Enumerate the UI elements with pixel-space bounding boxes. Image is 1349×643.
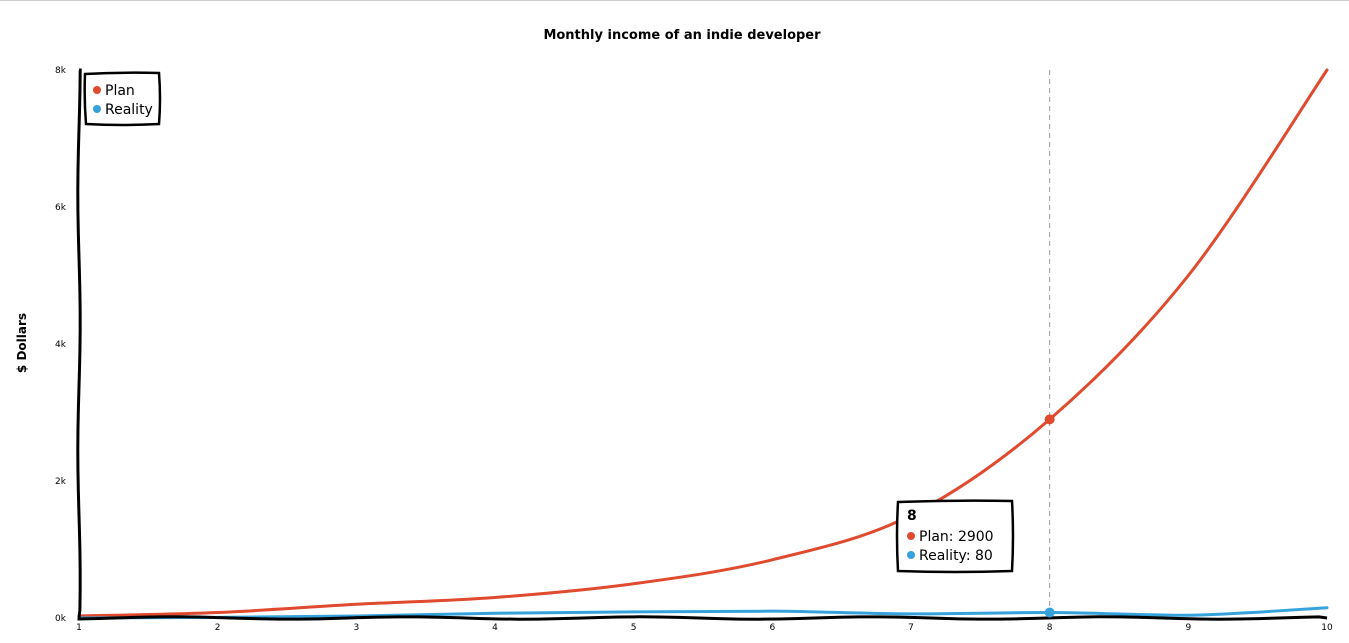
x-tick-label-4: 5 — [631, 623, 637, 633]
tooltip-plan-marker — [907, 532, 915, 540]
legend[interactable]: Plan Reality — [83, 71, 162, 127]
x-tick-label-1: 2 — [215, 623, 221, 633]
x-tick-label-3: 4 — [492, 623, 498, 633]
series-line-plan — [77, 68, 1329, 618]
y-tick-label-1: 2k — [55, 477, 67, 487]
y-tick-label-0: 0k — [55, 614, 67, 624]
x-tick-label-8: 9 — [1185, 623, 1191, 633]
x-tick-label-2: 3 — [353, 623, 359, 633]
x-tick-label-9: 10 — [1321, 623, 1333, 633]
x-tick-label-0: 1 — [76, 623, 82, 633]
hover-points — [1044, 414, 1055, 618]
y-tick-label-3: 6k — [55, 203, 67, 213]
legend-label-plan[interactable]: Plan — [105, 83, 135, 99]
x-axis-ticks: 1 2 3 4 5 6 7 8 9 10 — [76, 623, 1333, 633]
x-tick-label-7: 8 — [1047, 623, 1053, 633]
tooltip-title: 8 — [907, 508, 917, 524]
y-tick-label-4: 8k — [55, 66, 67, 76]
x-tick-label-6: 7 — [908, 623, 914, 633]
legend-marker-plan — [93, 86, 101, 94]
x-tick-label-5: 6 — [769, 623, 775, 633]
legend-box — [83, 71, 162, 127]
tooltip-box — [895, 499, 1015, 574]
hover-point-reality — [1044, 607, 1055, 618]
series-line-reality — [77, 606, 1329, 620]
hover-point-plan — [1044, 414, 1055, 425]
chart-title: Monthly income of an indie developer — [543, 28, 821, 43]
legend-label-reality[interactable]: Reality — [105, 102, 153, 118]
top-border — [0, 0, 1349, 1]
legend-marker-reality — [93, 105, 101, 113]
tooltip: 8 Plan: 2900 Reality: 80 — [895, 499, 1015, 574]
y-tick-label-2: 4k — [55, 340, 67, 350]
y-axis-ticks: 0k 2k 4k 6k 8k — [55, 66, 67, 624]
series-lines — [77, 68, 1329, 620]
tooltip-plan-text: Plan: 2900 — [919, 529, 994, 545]
tooltip-reality-marker — [907, 551, 915, 559]
tooltip-reality-text: Reality: 80 — [919, 548, 993, 564]
x-axis-line — [77, 615, 1328, 621]
y-axis-label: $ Dollars — [15, 313, 29, 373]
y-axis-line — [76, 68, 82, 619]
